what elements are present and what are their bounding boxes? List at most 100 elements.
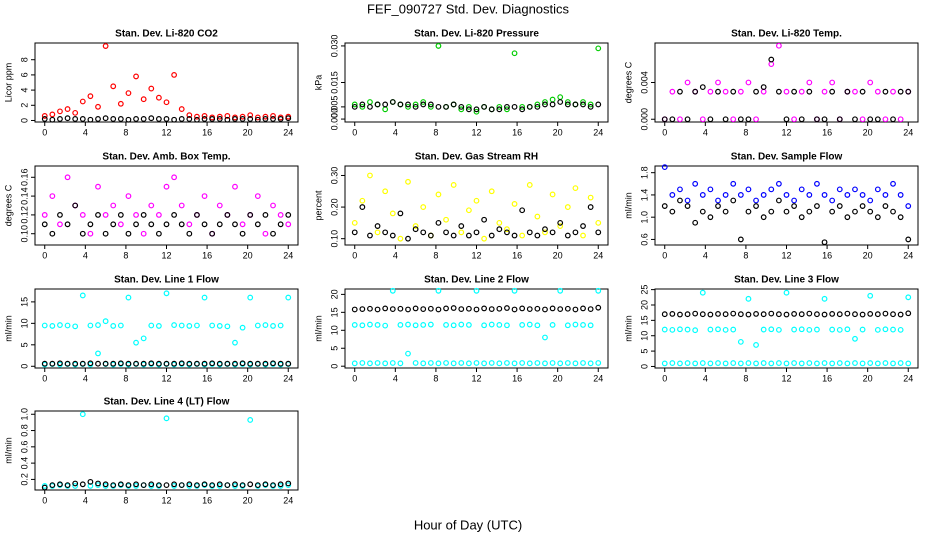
data-point — [564, 322, 571, 329]
data-point — [473, 229, 480, 236]
panel-title: Stan. Dev. Li-820 Temp. — [731, 29, 842, 40]
x-tick-label: 8 — [743, 373, 748, 383]
data-point — [715, 310, 721, 317]
y-axis-label: percent — [313, 190, 323, 221]
y-tick-label: 4 — [19, 88, 29, 93]
data-point — [775, 197, 782, 204]
data-point — [458, 229, 465, 236]
data-point — [595, 360, 602, 366]
data-point — [699, 289, 706, 296]
data-point — [526, 229, 533, 236]
data-point — [557, 223, 564, 229]
data-point — [874, 311, 881, 318]
data-point — [511, 360, 518, 367]
data-point — [216, 202, 223, 209]
plot-frame — [654, 165, 919, 246]
data-point — [49, 323, 56, 329]
data-point — [117, 116, 124, 122]
data-point — [140, 96, 147, 103]
data-point — [232, 221, 238, 228]
data-point — [420, 360, 427, 367]
plot-frame — [344, 42, 609, 123]
data-point — [768, 208, 775, 215]
data-point — [768, 360, 775, 367]
data-point — [669, 192, 676, 198]
data-point — [148, 221, 155, 228]
data-point — [677, 116, 683, 123]
x-tick-label: 8 — [743, 127, 748, 137]
data-point — [519, 207, 526, 214]
x-tick-label: 12 — [161, 250, 171, 260]
data-point — [412, 226, 419, 233]
data-point — [194, 113, 200, 120]
data-point — [374, 322, 381, 328]
data-point — [783, 192, 790, 198]
data-point — [587, 103, 594, 110]
data-point — [549, 360, 556, 366]
data-point — [270, 360, 276, 367]
data-point — [534, 101, 541, 108]
data-point — [224, 482, 231, 489]
data-point — [890, 360, 896, 367]
data-point — [587, 360, 594, 367]
data-point — [41, 484, 48, 491]
x-tick-label: 24 — [903, 127, 913, 137]
data-point — [737, 360, 744, 367]
y-axis-label: Licor ppm — [3, 63, 13, 103]
data-point — [443, 229, 449, 236]
data-point — [420, 101, 427, 108]
y-axis-label: ml/min — [3, 437, 13, 464]
data-point — [374, 101, 381, 108]
data-point — [216, 116, 223, 122]
data-point — [806, 208, 813, 215]
data-point — [95, 183, 101, 190]
y-tick-label: 1.0 — [639, 211, 649, 224]
data-point — [890, 180, 896, 187]
data-point — [57, 108, 63, 115]
data-point — [821, 88, 828, 95]
panel: Stan. Dev. Line 1 Flow ml/min 0 4 8 12 16 20 24 0… — [3, 275, 299, 383]
data-point — [534, 213, 541, 220]
data-point — [844, 326, 851, 333]
data-point — [239, 113, 246, 120]
data-point — [140, 116, 147, 122]
data-point — [382, 360, 389, 367]
data-point — [351, 229, 358, 236]
data-point — [427, 321, 434, 328]
data-point — [504, 103, 510, 110]
data-point — [814, 326, 820, 333]
data-point — [753, 197, 759, 204]
panel-title: Stan. Dev. Li-820 CO2 — [115, 29, 218, 40]
data-point — [699, 84, 706, 90]
data-point — [201, 193, 208, 199]
data-point — [699, 192, 706, 198]
data-point — [254, 482, 261, 489]
data-point — [852, 88, 858, 95]
data-point — [661, 360, 668, 367]
data-point — [806, 326, 813, 333]
data-point — [542, 226, 548, 233]
data-point — [163, 482, 170, 489]
data-point — [564, 204, 571, 210]
data-point — [753, 203, 759, 209]
data-point — [890, 88, 896, 95]
data-point — [351, 101, 358, 108]
data-point — [496, 322, 503, 328]
y-tick-label: 0.4 — [19, 457, 29, 470]
x-tick-label: 8 — [743, 250, 748, 260]
data-point — [836, 116, 843, 123]
data-point — [806, 310, 813, 317]
data-point — [798, 360, 805, 367]
data-point — [549, 305, 556, 312]
data-point — [745, 311, 752, 318]
x-tick-label: 20 — [243, 373, 253, 383]
data-point — [49, 193, 56, 199]
data-point — [216, 113, 223, 120]
data-point — [201, 294, 208, 301]
data-point — [549, 322, 556, 328]
data-point — [481, 235, 488, 242]
data-point — [79, 411, 86, 418]
x-tick-label: 0 — [352, 127, 357, 137]
data-point — [806, 88, 813, 95]
data-point — [707, 311, 714, 318]
